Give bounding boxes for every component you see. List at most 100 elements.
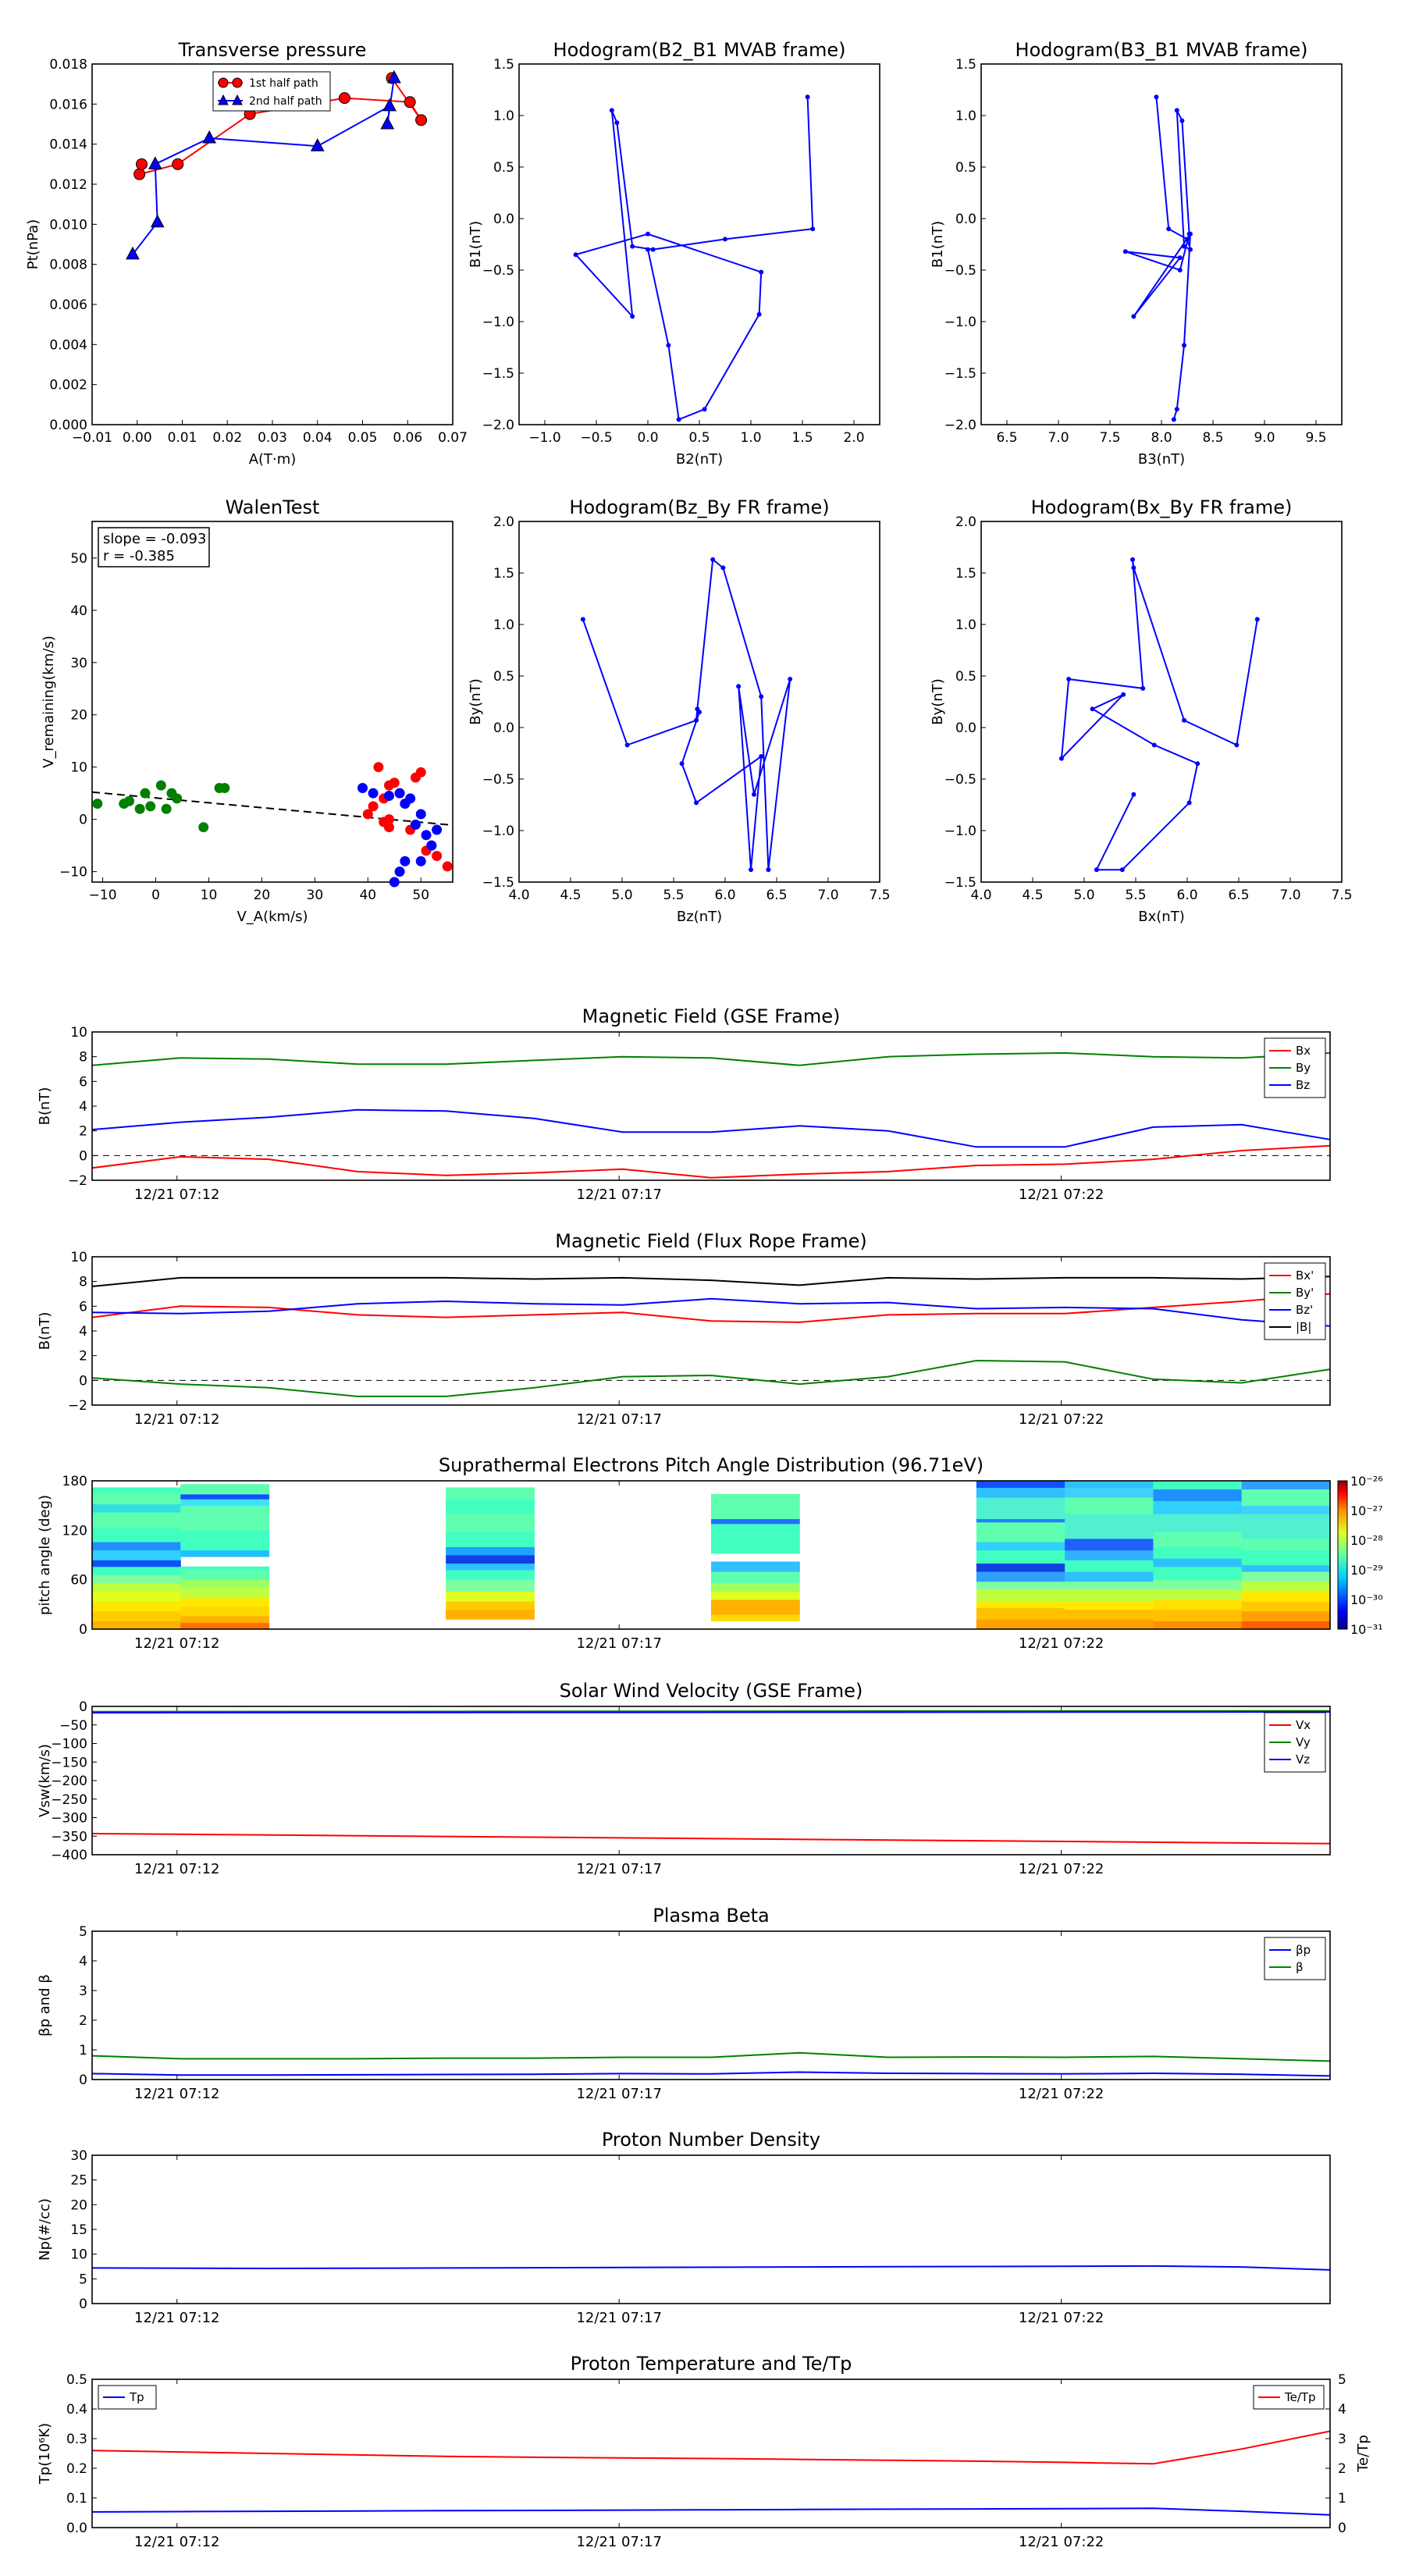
axes-frame (91, 1706, 1331, 1856)
y-tick-label: −2 (68, 1398, 87, 1414)
x-tick-label: 7.5 (869, 888, 890, 903)
heatmap-cell (1153, 1481, 1243, 1490)
y-tick-label: −1.0 (482, 824, 514, 839)
x-axis-label: V_A(km/s) (237, 909, 308, 925)
data-point (679, 761, 685, 767)
heatmap-cell (1241, 1564, 1331, 1572)
y-tick-label: 0.5 (493, 669, 514, 685)
panel-title: Proton Number Density (602, 2129, 820, 2151)
y-tick-label: 0.3 (66, 2432, 87, 2447)
y-tick-label: −0.5 (482, 263, 514, 279)
colorbar-label: 10⁻³¹ (1350, 1622, 1383, 1637)
y-tick-label: 10 (70, 760, 87, 776)
data-point (421, 830, 432, 841)
data-point (202, 130, 216, 144)
x-tick-label: 0.02 (212, 430, 242, 446)
y-axis-label: Tp(10⁶K) (37, 2423, 53, 2485)
x-tick-label: 1.0 (740, 430, 761, 446)
y-tick-label: 0 (79, 1699, 87, 1715)
y-tick-label: 0.0 (493, 720, 514, 736)
y-tick-label: −2.0 (944, 418, 976, 433)
heatmap-cell (92, 1574, 181, 1584)
data-point (368, 788, 379, 799)
x-tick-label: 0.04 (303, 430, 333, 446)
y-tick-label: 60 (70, 1573, 87, 1589)
data-point (1186, 800, 1192, 806)
y-tick-label: 0 (79, 2297, 87, 2312)
y-tick-label: 180 (62, 1474, 87, 1489)
heatmap-cell (711, 1614, 800, 1621)
y-tick-label: 0.4 (66, 2402, 87, 2418)
heatmap-cell (446, 1579, 535, 1592)
x-tick-label: 20 (254, 888, 271, 903)
data-point (387, 69, 401, 84)
data-point (426, 840, 437, 851)
data-point (219, 782, 230, 793)
data-point (788, 676, 793, 681)
data-point (1234, 742, 1240, 748)
data-point (1166, 226, 1172, 232)
series-line (574, 97, 814, 421)
x-tick-label: 0.01 (168, 430, 197, 446)
heatmap-cell (180, 1616, 270, 1624)
colorbar-label: 10⁻²⁸ (1350, 1533, 1383, 1548)
legend-right: Te/Tp (1253, 2385, 1325, 2410)
y-tick-label: −150 (51, 1755, 87, 1770)
heatmap-cell (1065, 1589, 1154, 1602)
x-tick-label: 12/21 07:17 (576, 2086, 661, 2102)
data-point (172, 158, 184, 170)
legend-label: |B| (1296, 1320, 1311, 1334)
y-tick-label: −350 (51, 1829, 87, 1845)
heatmap-cell (1241, 1571, 1331, 1582)
data-point (666, 343, 671, 348)
data-point (1187, 247, 1193, 252)
heatmap-cell (1241, 1601, 1331, 1612)
heatmap-cell (92, 1527, 181, 1542)
x-tick-label: 12/21 07:12 (134, 1411, 219, 1428)
y-tick-label: 0.5 (955, 669, 976, 685)
data-point (697, 710, 702, 715)
heatmap-cell (180, 1570, 270, 1581)
heatmap-cell (446, 1570, 535, 1581)
y-tick-label: 3 (1338, 2432, 1346, 2447)
data-point (362, 809, 373, 820)
panel-title: WalenTest (226, 496, 320, 518)
y-tick-label: −300 (51, 1811, 87, 1827)
heatmap-cell (180, 1597, 270, 1606)
x-tick-label: 8.0 (1151, 430, 1172, 446)
y-tick-label: −2 (68, 1173, 87, 1189)
data-point (810, 226, 816, 232)
x-tick-label: 7.0 (1048, 430, 1069, 446)
panel-title: Hodogram(B2_B1 MVAB frame) (553, 39, 846, 61)
y-axis-label: By(nT) (468, 678, 484, 724)
x-tick-label: 0.00 (123, 430, 152, 446)
legend-label: Te/Tp (1284, 2390, 1316, 2404)
heatmap-cell (180, 1579, 270, 1589)
heatmap-cell (180, 1606, 270, 1617)
y-tick-label: −1.5 (944, 875, 976, 891)
x-tick-label: −0.01 (72, 430, 112, 446)
series-line (91, 1276, 1331, 1287)
y-tick-label: 0 (79, 813, 87, 828)
x-tick-label: 5.0 (1073, 888, 1094, 903)
heatmap-cell (92, 1601, 181, 1612)
heatmap-cell (711, 1561, 800, 1572)
panel-title: Magnetic Field (GSE Frame) (582, 1005, 841, 1027)
legend-label: Vy (1296, 1735, 1311, 1749)
y-tick-label: −10 (59, 865, 87, 881)
legend-label: By (1296, 1061, 1311, 1075)
data-point (624, 742, 630, 748)
axes-frame (91, 1031, 1331, 1181)
x-tick-label: 0.03 (258, 430, 287, 446)
y-tick-label: 4 (1338, 2402, 1346, 2418)
data-point (710, 557, 716, 562)
heatmap-cell (1153, 1589, 1243, 1600)
y-axis-label: B1(nT) (930, 221, 946, 268)
x-tick-label: 6.5 (996, 430, 1017, 446)
heatmap-cell (976, 1607, 1065, 1620)
heatmap-cell (1241, 1538, 1331, 1551)
data-point (1177, 255, 1183, 261)
y-tick-label: −1.0 (944, 824, 976, 839)
x-tick-label: 5.0 (611, 888, 632, 903)
y-tick-label: −0.5 (944, 263, 976, 279)
